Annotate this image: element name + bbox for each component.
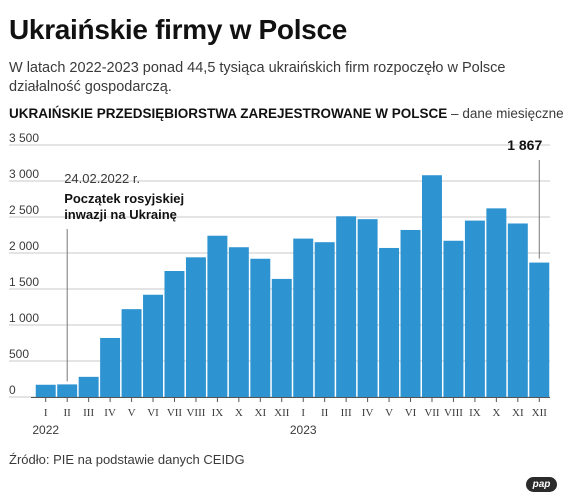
- x-tick-label: X: [235, 407, 243, 419]
- annotation-text: 24.02.2022 r.: [64, 171, 140, 186]
- bar: [507, 223, 528, 397]
- x-tick-label: V: [385, 407, 393, 419]
- bar: [443, 240, 464, 397]
- x-tick-label: IV: [362, 407, 374, 419]
- bar: [100, 337, 121, 397]
- y-tick-label: 0: [9, 383, 16, 397]
- x-tick-label: VI: [147, 407, 159, 419]
- x-tick-label: V: [128, 407, 136, 419]
- bar: [336, 216, 357, 397]
- page-subtitle: W latach 2022-2023 ponad 44,5 tysiąca uk…: [9, 60, 506, 95]
- page-title: Ukraińskie firmy w Polsce: [9, 14, 348, 45]
- bar: [121, 309, 142, 397]
- bar: [422, 175, 442, 397]
- year-label: 2022: [32, 423, 59, 437]
- pap-logo: pap: [526, 477, 557, 492]
- x-axis: I II III IV V VI VII VIII IX X XI XII I II III IV V VI VII…: [31, 397, 550, 437]
- bar: [379, 247, 400, 397]
- x-tick-label: VIII: [444, 407, 463, 419]
- x-tick-label: X: [492, 407, 500, 419]
- annotation-text: Początek rosyjskiej: [64, 191, 184, 206]
- chart-heading-note: dane miesięczne: [462, 106, 564, 121]
- x-tick-label: II: [64, 407, 72, 419]
- bar: [464, 220, 485, 397]
- bar: [78, 376, 99, 397]
- bar: [271, 278, 292, 397]
- x-tick-label: IX: [212, 407, 224, 419]
- annotations: 24.02.2022 r. Początek rosyjskiejinwazji …: [64, 137, 542, 382]
- bar: [293, 238, 314, 397]
- y-tick-label: 3 500: [9, 131, 39, 145]
- year-label: 2023: [290, 423, 317, 437]
- x-tick-label: I: [44, 407, 48, 419]
- y-tick-label: 2 500: [9, 203, 39, 217]
- x-tick-label: IX: [469, 407, 481, 419]
- bar: [207, 235, 228, 397]
- bar: [250, 258, 271, 397]
- chart-heading-separator: –: [447, 106, 463, 121]
- x-tick-label: II: [321, 407, 329, 419]
- x-tick-label: VIII: [186, 407, 205, 419]
- x-tick-label: XII: [532, 407, 548, 419]
- y-tick-label: 1 000: [9, 311, 39, 325]
- x-tick-label: XI: [255, 407, 267, 419]
- bar: [143, 294, 163, 397]
- value-label: 1 867: [507, 137, 542, 153]
- chart-heading: UKRAIŃSKIE PRZEDSIĘBIORSTWA ZAREJESTROWA…: [9, 106, 564, 121]
- bar: [400, 229, 421, 397]
- x-tick-label: VI: [405, 407, 417, 419]
- y-tick-label: 1 500: [9, 275, 39, 289]
- bar: [529, 262, 550, 397]
- y-tick-label: 500: [9, 347, 29, 361]
- x-tick-label: III: [341, 407, 352, 419]
- x-tick-label: VII: [167, 407, 183, 419]
- y-tick-label: 2 000: [9, 239, 39, 253]
- bar: [185, 257, 206, 397]
- bar: [314, 242, 335, 397]
- bar: [486, 208, 507, 397]
- source-note: Źródło: PIE na podstawie danych CEIDG: [9, 452, 245, 467]
- annotation-text: inwazji na Ukrainę: [64, 207, 177, 222]
- x-tick-label: IV: [104, 407, 116, 419]
- x-tick-label: XI: [512, 407, 524, 419]
- x-tick-label: VII: [424, 407, 440, 419]
- bar: [57, 384, 78, 397]
- bar: [357, 219, 378, 397]
- chart-heading-main: UKRAIŃSKIE PRZEDSIĘBIORSTWA ZAREJESTROWA…: [9, 106, 448, 121]
- x-tick-label: XII: [274, 407, 290, 419]
- bar: [228, 247, 249, 397]
- x-tick-label: III: [83, 407, 94, 419]
- x-tick-label: I: [301, 407, 305, 419]
- bars: [35, 175, 550, 397]
- y-tick-label: 3 000: [9, 167, 39, 181]
- bar: [35, 384, 56, 397]
- bar: [164, 271, 185, 397]
